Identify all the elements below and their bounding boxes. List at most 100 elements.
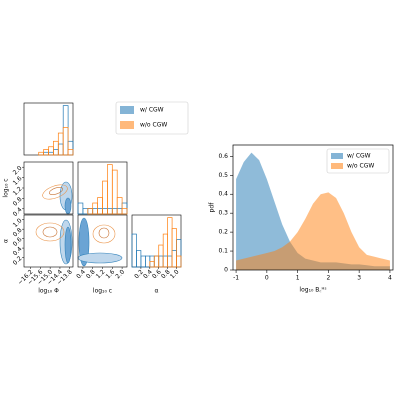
legend-label: w/o CGW	[140, 122, 167, 129]
contour	[64, 226, 72, 264]
histogram-bar	[149, 261, 155, 268]
y-axis-label: log₁₀ c	[3, 178, 10, 197]
x-axis-label: α	[155, 288, 159, 295]
histogram-bar	[176, 255, 182, 268]
plot-frame	[232, 144, 394, 271]
contour	[42, 226, 58, 238]
panel-frame	[23, 214, 74, 268]
histogram-bar	[145, 255, 151, 268]
contour	[64, 197, 72, 215]
histogram-bar	[140, 255, 146, 268]
legend: w/ CGW w/o CGW	[326, 148, 390, 174]
histogram-bar	[92, 208, 98, 215]
histogram-bar	[67, 149, 74, 156]
x-tick-label: 1	[296, 275, 300, 282]
y-tick-label: 0.6	[12, 236, 24, 248]
histogram-bar	[111, 208, 118, 215]
histogram-bar	[107, 208, 113, 215]
histogram-bar	[82, 208, 89, 215]
histogram-bar	[48, 146, 54, 156]
contour	[35, 222, 65, 242]
histogram-bar	[158, 255, 164, 268]
histogram-bar	[53, 149, 59, 156]
legend-label: w/ CGW	[140, 107, 164, 114]
contour	[42, 184, 68, 200]
x-tick-label: 0.4	[75, 268, 87, 280]
x-tick-label: 2	[326, 275, 330, 282]
y-axis-label: α	[3, 239, 10, 243]
histogram-bar	[102, 180, 108, 215]
contour	[49, 187, 63, 195]
x-tick-label: -1	[233, 275, 239, 282]
density-area	[236, 152, 390, 270]
histogram-bar	[57, 143, 64, 156]
histogram-bar	[62, 105, 69, 156]
x-tick-label: 0.8	[85, 268, 97, 280]
x-axis-label: log₁₀ B꜀ᴴˢ	[299, 287, 326, 294]
y-tick-label: 1.2	[12, 185, 24, 197]
legend-label: w/o CGW	[347, 163, 374, 170]
histogram-bar	[67, 140, 74, 156]
histogram-bar	[43, 151, 49, 156]
legend: w/ CGW w/o CGW	[115, 101, 189, 135]
histogram-bar	[62, 127, 69, 156]
panel-frame	[131, 214, 182, 268]
y-tick-label: 0	[224, 267, 228, 274]
histogram-bar	[162, 233, 168, 268]
x-tick-label: 0.6	[151, 268, 163, 280]
histogram-bar	[153, 255, 160, 268]
histogram-bar	[176, 239, 182, 268]
histogram-bar	[171, 250, 177, 268]
x-tick-label: 0.8	[160, 268, 172, 280]
x-tick-label: 1.0	[169, 268, 181, 280]
density-area	[236, 192, 390, 270]
y-tick-label: 0.8	[12, 196, 24, 208]
contour	[77, 252, 123, 264]
legend-swatch	[331, 153, 343, 159]
y-tick-label: 1.6	[12, 175, 24, 187]
legend-swatch	[120, 106, 134, 114]
histogram-bar	[136, 250, 142, 268]
histogram-bar	[53, 140, 59, 156]
x-tick-label: 0.4	[142, 268, 154, 280]
histogram-bar	[97, 197, 103, 215]
y-tick-label: 0.8	[12, 227, 24, 239]
y-tick-label: 0.4	[12, 245, 24, 257]
histogram-bar	[116, 208, 123, 215]
histogram-bar	[102, 208, 108, 215]
histogram-bar	[171, 228, 177, 268]
histogram-bar	[121, 208, 128, 215]
x-tick-label: 0	[265, 275, 269, 282]
contours	[35, 181, 123, 267]
histogram-bar	[131, 233, 137, 268]
legend-swatch	[120, 121, 134, 129]
y-axis-label: pdf	[209, 202, 216, 213]
y-tick-label: 0.4	[218, 191, 228, 198]
y-tick-label: 0.5	[218, 172, 228, 179]
y-tick-label: 2.0	[12, 165, 24, 177]
histogram-bar	[38, 151, 44, 156]
histogram-bar	[153, 255, 160, 268]
histogram-bar	[107, 164, 113, 215]
histogram-bar	[87, 208, 94, 215]
legend-swatch	[331, 163, 343, 169]
histogram-bar	[97, 208, 103, 215]
x-tick-label: 2.0	[114, 268, 126, 280]
x-tick-label: 4	[388, 275, 392, 282]
y-tick-label: 0.2	[218, 229, 228, 236]
y-tick-label: 0.4	[12, 206, 24, 218]
histogram-bar	[116, 197, 123, 215]
contour	[92, 224, 116, 244]
histogram-bar	[111, 169, 118, 215]
y-tick-label: 0.2	[12, 255, 24, 267]
y-tick-label: 0.3	[218, 210, 228, 217]
x-axis-label: log₁₀ Φ	[38, 288, 59, 295]
histogram-bar	[77, 202, 84, 215]
histogram-bar	[167, 217, 173, 268]
histogram-bar	[167, 255, 173, 268]
histogram-bar	[48, 151, 54, 156]
x-axis-label: log₁₀ c	[93, 288, 112, 295]
y-tick-label: 0.1	[218, 248, 228, 255]
contour	[98, 227, 110, 239]
